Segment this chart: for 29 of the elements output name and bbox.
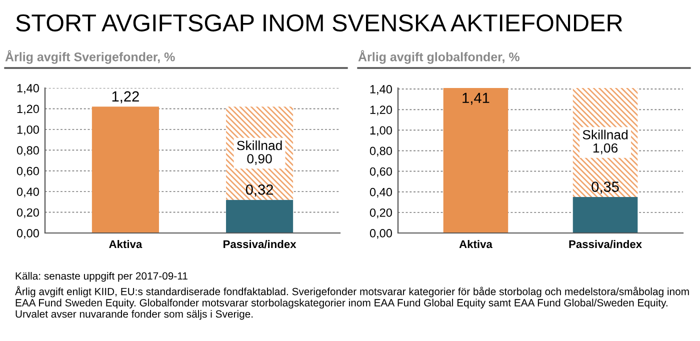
x-tick-label: Passiva/index <box>569 240 642 248</box>
x-tick-label: Passiva/index <box>224 240 296 248</box>
y-tick-label: 1,40 <box>370 85 392 95</box>
x-tick-label: Aktiva <box>109 240 142 248</box>
y-tick-label: 0,80 <box>16 146 39 156</box>
y-tick-label: 1,20 <box>370 106 392 116</box>
y-tick-label: 1,00 <box>17 125 39 136</box>
y-tick-label: 0,60 <box>370 167 392 178</box>
y-tick-label: 0,00 <box>370 229 392 239</box>
data-label: 1,41 <box>462 92 490 105</box>
y-tick-label: 0,20 <box>16 208 39 218</box>
y-tick-label: 0,80 <box>370 146 392 157</box>
y-tick-label: 0,20 <box>370 208 392 218</box>
chart-subtitle: Årlig avgift globalfonder, % <box>358 50 520 64</box>
text: Källa: senaste uppgift per 2017-09-11 <box>16 272 188 282</box>
y-tick-label: 0,40 <box>16 188 39 198</box>
chart-subtitle: Årlig avgift Sverigefonder, % <box>5 50 175 64</box>
data-label: 1,22 <box>112 91 139 104</box>
data-label: Skillnad 1,06 <box>582 130 628 154</box>
y-tick-label: 0,00 <box>16 229 39 239</box>
y-tick-label: 1,00 <box>370 126 392 136</box>
y-tick-label: 1,20 <box>17 104 39 115</box>
y-tick-label: 0,60 <box>16 166 39 177</box>
text: Årlig avgift enligt KIID, EU:s standardiserade fondfaktablad. Sverigefonder motsvarar kategorier för både storbolag och medelstora/småbolag inom EAA Fund Sweden Equity. Globalfonder motsvarar storbolagskategorier inom EAA Fund Global Equity samt EAA Fund Global/Sweden Equity. Urvalet avser nuvarande fonder som säljs i Sverige. <box>15 286 689 320</box>
y-tick-label: 0,40 <box>370 188 392 198</box>
chart-title: STORT AVGIFTSGAP INOM SVENSKA AKTIEFONDER <box>16 14 622 32</box>
y-tick-label: 1,40 <box>17 84 39 94</box>
x-tick-label: Aktiva <box>459 240 492 248</box>
data-label: Skillnad 0,90 <box>237 140 282 165</box>
